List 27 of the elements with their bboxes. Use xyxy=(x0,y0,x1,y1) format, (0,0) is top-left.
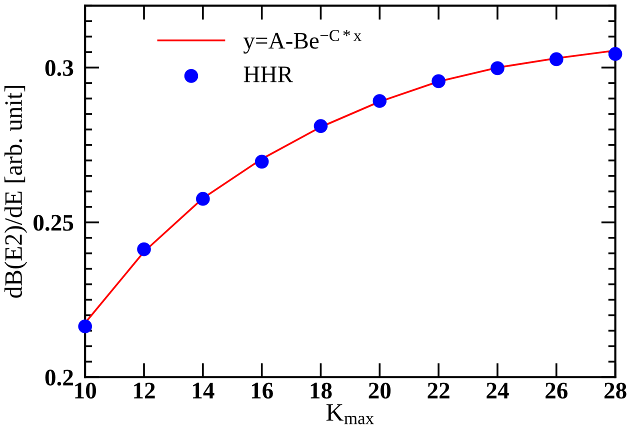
y-tick-label: 0.25 xyxy=(34,214,74,231)
x-axis-title: K$_{max}$ xyxy=(326,404,374,424)
y-tick-label: 0.3 xyxy=(45,60,74,76)
point xyxy=(549,52,564,66)
x-tick-label: 22 xyxy=(428,382,450,398)
point xyxy=(78,319,92,334)
x-tick-label: 26 xyxy=(546,382,568,399)
x-tick-label: 20 xyxy=(368,382,391,399)
x-tick-label: 28 xyxy=(604,382,626,399)
x-tick-label: 18 xyxy=(310,382,332,399)
point xyxy=(490,61,504,76)
point xyxy=(372,94,387,108)
x-tick-label: 12 xyxy=(134,382,155,398)
point xyxy=(432,74,446,88)
y-tick-label: 0.2 xyxy=(45,370,73,386)
point xyxy=(137,242,151,256)
point xyxy=(254,154,269,169)
x-tick-label: 16 xyxy=(252,382,273,399)
point xyxy=(196,192,210,206)
point xyxy=(314,119,328,133)
y-axis-title: dB(E2)/dE [arb. unit] xyxy=(4,86,28,298)
point xyxy=(608,47,622,61)
x-tick-label: 14 xyxy=(193,382,214,398)
x-tick-label: 10 xyxy=(75,382,96,399)
legend-label: y=A-Be$^{−C*x}$ xyxy=(243,30,362,54)
x-tick-label: 24 xyxy=(486,382,509,398)
legend-label: HHR xyxy=(244,66,293,82)
